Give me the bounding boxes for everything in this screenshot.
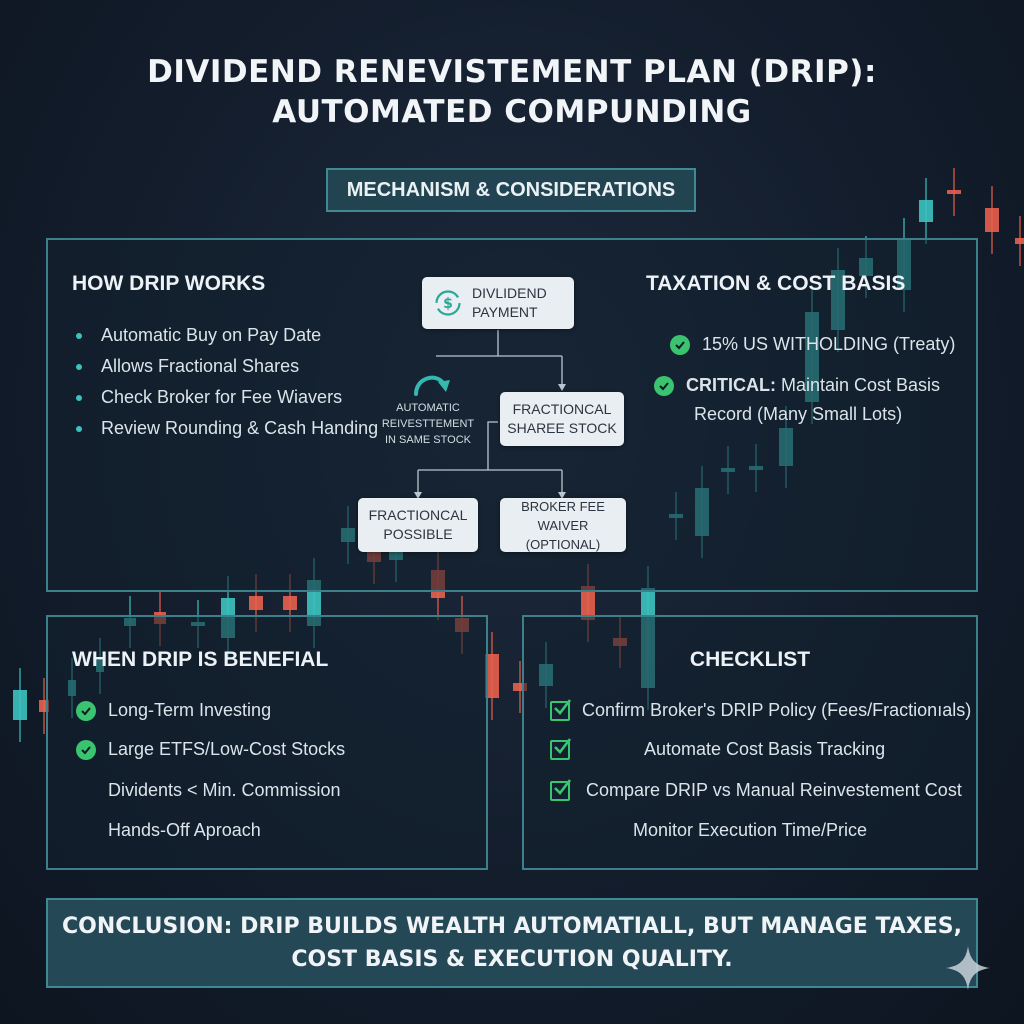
when-beneficial-panel (46, 615, 488, 870)
title-line-2: AUTOMATED COMPUNDING (272, 94, 752, 130)
check-circle-icon (76, 739, 96, 760)
check-circle-icon (76, 700, 96, 721)
fractional-possible-line-2: POSSIBLE (383, 526, 453, 542)
candle-body (249, 596, 263, 610)
conclusion-banner: CONCLUSION: DRIP BUILDS WEALTH AUTOMATIA… (46, 898, 978, 988)
candle-body (919, 200, 933, 222)
checkbox-checked-icon (550, 698, 571, 721)
checklist-item-4: Monitor Execution Time/Price (632, 820, 868, 840)
critical-text: Maintain Cost Basis (775, 375, 941, 395)
beneficial-item-4: Hands-Off Aproach (108, 820, 261, 840)
list-item-label: Automatic Buy on Pay Date (101, 325, 322, 345)
candle-body (513, 683, 527, 691)
check-circle-icon (670, 334, 690, 355)
auto-line-1: AUTOMATIC (396, 402, 460, 414)
list-item: Automatic Buy on Pay Date (76, 320, 378, 351)
taxation-item-2-continued: Record (Many Small Lots) (694, 404, 903, 424)
candle-body (581, 586, 595, 620)
candle-body (283, 596, 297, 610)
dividend-payment-box: $ DIVLIDEND PAYMENT (422, 277, 574, 329)
checklist-item-2-label: Automate Cost Basis Tracking (644, 739, 886, 759)
taxation-item-2: CRITICAL: Maintain Cost Basis (654, 375, 940, 396)
automatic-reinvestment-label: AUTOMATIC REIVESTTEMENT IN SAME STOCK (378, 400, 478, 448)
bullet-icon (76, 394, 82, 401)
list-item: Check Broker for Fee Wiavers (76, 382, 378, 413)
check-circle-icon (654, 375, 674, 396)
candle-body (13, 690, 27, 720)
fractional-possible-line-1: FRACTIONCAL (368, 507, 468, 523)
candle-body (39, 700, 49, 712)
beneficial-item-1: Long-Term Investing (76, 700, 271, 721)
beneficial-item-2-label: Large ETFS/Low-Cost Stocks (108, 739, 346, 759)
auto-line-2: REIVESTTEMENT (381, 418, 475, 430)
bullet-icon (76, 332, 82, 339)
broker-line-2: (OPTIONAL) (525, 536, 601, 552)
bullet-icon (76, 363, 82, 370)
checklist-item-1-label: Confirm Broker's DRIP Policy (Fees/Fract… (582, 700, 972, 720)
checkbox-checked-icon (550, 737, 571, 760)
critical-label: CRITICAL: (686, 375, 776, 395)
beneficial-item-1-label: Long-Term Investing (108, 700, 272, 720)
candle-body (485, 654, 499, 698)
when-beneficial-heading: WHEN DRIP IS BENEFIAL (72, 648, 329, 671)
subtitle-text: MECHANISM & CONSIDERATIONS (346, 178, 676, 201)
candle-body (985, 208, 999, 232)
list-item: Review Rounding & Cash Handing (76, 413, 378, 444)
dividend-line-2: PAYMENT (472, 304, 538, 320)
fractional-share-line-1: FRACTIONCAL (512, 401, 612, 417)
checkbox-checked-icon (550, 778, 571, 801)
curved-arrow-icon (408, 368, 452, 398)
checklist-panel (522, 615, 978, 870)
broker-line-1: BROKER FEE WAIVER (521, 498, 605, 533)
bullet-icon (76, 425, 82, 432)
candle-body (947, 190, 961, 194)
list-item-label: Check Broker for Fee Wiavers (101, 387, 343, 407)
taxation-heading: TAXATION & COST BASIS (646, 272, 906, 295)
dividend-payment-label: DIVLIDEND PAYMENT (472, 284, 547, 322)
auto-line-3: IN SAME STOCK (385, 434, 471, 446)
how-drip-works-heading: HOW DRIP WORKS (72, 272, 266, 295)
list-item: Allows Fractional Shares (76, 351, 378, 382)
beneficial-item-2: Large ETFS/Low-Cost Stocks (76, 739, 345, 760)
how-drip-works-list: Automatic Buy on Pay Date Allows Fractio… (76, 320, 378, 444)
page-title: DIVIDEND RENEVISTEMENT PLAN (DRIP): AUTO… (0, 52, 1024, 132)
subtitle-banner: MECHANISM & CONSIDERATIONS (326, 168, 696, 212)
checklist-item-3: Compare DRIP vs Manual Reinvestement Cos… (550, 778, 962, 801)
svg-text:$: $ (443, 296, 453, 312)
checklist-item-3-label: Compare DRIP vs Manual Reinvestement Cos… (586, 780, 962, 800)
taxation-item-1-label: 15% US WITHOLDING (Treaty) (702, 334, 956, 354)
dollar-cycle-icon: $ (434, 289, 462, 317)
fractional-possible-box: FRACTIONCAL POSSIBLE (358, 498, 478, 552)
list-item-label: Review Rounding & Cash Handing (101, 418, 379, 438)
sparkle-icon (944, 944, 992, 992)
title-line-1: DIVIDEND RENEVISTEMENT PLAN (DRIP): (147, 54, 877, 90)
conclusion-line-1: CONCLUSION: DRIP BUILDS WEALTH AUTOMATIA… (62, 914, 962, 939)
dividend-line-1: DIVLIDEND (472, 285, 547, 301)
candle-body (1015, 238, 1024, 244)
broker-fee-waiver-box: BROKER FEE WAIVER (OPTIONAL) (500, 498, 626, 552)
fractional-share-stock-box: FRACTIONCAL SHAREE STOCK (500, 392, 624, 446)
taxation-item-2-label: CRITICAL: Maintain Cost Basis (686, 375, 940, 396)
checklist-item-1: Confirm Broker's DRIP Policy (Fees/Fract… (550, 698, 972, 721)
taxation-item-1: 15% US WITHOLDING (Treaty) (670, 334, 955, 355)
list-item-label: Allows Fractional Shares (101, 356, 300, 376)
checklist-item-2: Automate Cost Basis Tracking (550, 737, 886, 760)
beneficial-item-3: Dividents < Min. Commission (108, 780, 341, 800)
checklist-heading: CHECKLIST (689, 648, 811, 671)
fractional-share-line-2: SHAREE STOCK (507, 420, 617, 436)
conclusion-line-2: COST BASIS & EXECUTION QUALITY. (291, 947, 733, 972)
